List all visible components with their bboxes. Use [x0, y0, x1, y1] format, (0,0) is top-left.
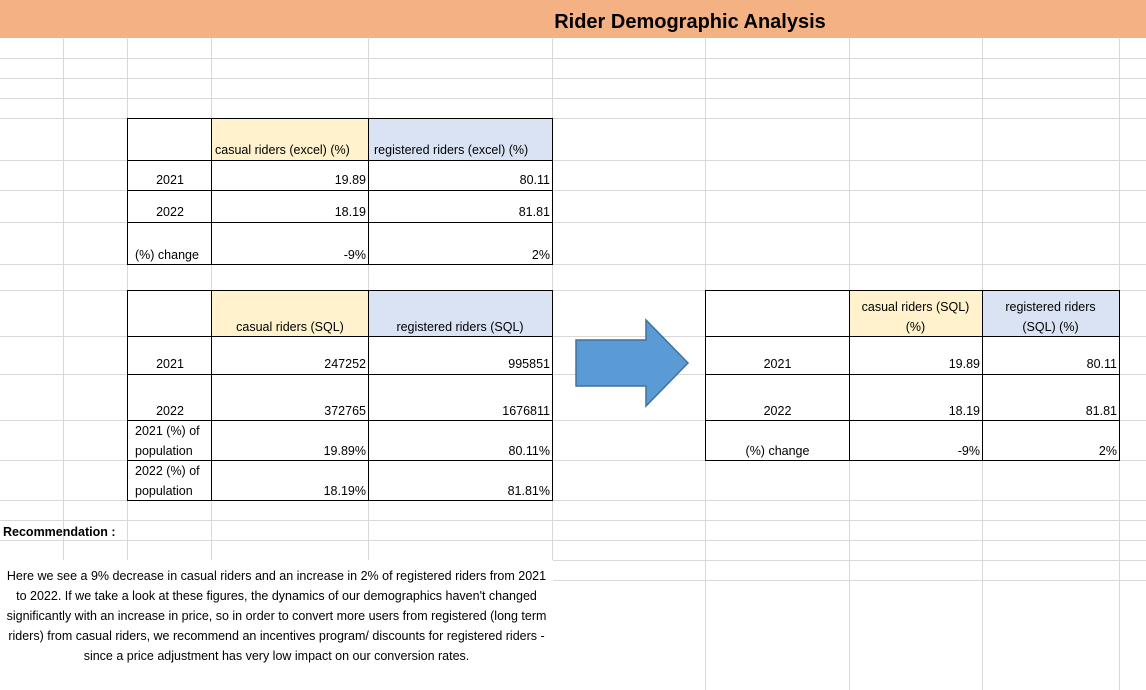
grid-row-line — [0, 222, 1146, 223]
sql-row-label: population — [135, 444, 193, 458]
table-border-line — [127, 118, 128, 265]
excel-casual-header: casual riders (excel) (%) — [215, 143, 350, 157]
recommendation-label: Recommendation : — [3, 525, 116, 539]
sql-row-label: population — [135, 484, 193, 498]
sqlpct-row-label: 2021 — [763, 357, 792, 371]
excel-casual-value: 19.89 — [334, 173, 366, 187]
table-border-line — [705, 290, 1120, 291]
grid-column-line — [63, 38, 64, 690]
sql-registered-value: 81.81% — [507, 484, 550, 498]
sqlpct-row-label: (%) change — [745, 444, 810, 458]
excel-casual-header-cell[interactable] — [212, 118, 368, 160]
table-border-line — [127, 374, 553, 375]
grid-row-line — [0, 460, 1146, 461]
table-border-line — [368, 290, 369, 501]
table-border-line — [552, 118, 553, 265]
excel-casual-value: 18.19 — [334, 205, 366, 219]
recommendation-text: Here we see a 9% decrease in casual ride… — [6, 569, 547, 663]
grid-row-line — [0, 500, 1146, 501]
table-border-line — [127, 190, 553, 191]
sql-casual-value: 19.89% — [323, 444, 366, 458]
table-border-line — [211, 290, 212, 501]
grid-row-line — [0, 160, 1146, 161]
sql-casual-value: 18.19% — [323, 484, 366, 498]
table-border-line — [127, 500, 553, 501]
sqlpct-registered-header: registered riders — [1005, 300, 1096, 314]
excel-registered-value: 2% — [531, 248, 550, 262]
sqlpct-registered-header-cell[interactable] — [982, 290, 1119, 336]
table-border-line — [849, 290, 850, 461]
page-title: Rider Demographic Analysis — [554, 11, 826, 33]
excel-row-label: 2021 — [156, 173, 184, 187]
grid-row-line — [0, 98, 1146, 99]
table-border-line — [127, 420, 553, 421]
sql-registered-value: 1676811 — [502, 404, 550, 418]
table-border-line — [705, 420, 1120, 421]
excel-registered-header-cell[interactable] — [368, 118, 552, 160]
title-banner: Rider Demographic Analysis — [0, 0, 1146, 38]
excel-registered-header: registered riders (excel) (%) — [374, 143, 529, 157]
table-border-line — [705, 336, 1120, 337]
excel-registered-value: 80.11 — [519, 173, 550, 187]
table-border-line — [211, 118, 212, 265]
sqlpct-casual-value: 19.89 — [948, 357, 980, 371]
sql-row-label: 2022 — [156, 404, 184, 418]
sql-registered-value: 995851 — [508, 357, 550, 371]
grid-row-line — [0, 264, 1146, 265]
grid-row-line — [0, 78, 1146, 79]
sqlpct-casual-header: casual riders (SQL) — [861, 300, 970, 314]
recommendation-merged-cell[interactable] — [0, 560, 553, 690]
sql-casual-header-cell[interactable] — [212, 290, 368, 336]
table-border-line — [1119, 290, 1120, 461]
excel-row-label: 2022 — [156, 205, 184, 219]
sql-casual-header: casual riders (SQL) — [236, 320, 344, 334]
table-border-line — [705, 290, 706, 461]
excel-registered-value: 81.81 — [518, 205, 550, 219]
table-border-line — [705, 460, 1120, 461]
table-border-line — [127, 336, 553, 337]
grid-row-line — [0, 560, 1146, 561]
grid-row-line — [0, 190, 1146, 191]
sql-registered-value: 80.11% — [508, 444, 550, 458]
sqlpct-registered-value: 81.81 — [1085, 404, 1117, 418]
table-border-line — [127, 290, 128, 501]
sqlpct-registered-value: 2% — [1098, 444, 1117, 458]
sql-registered-header-cell[interactable] — [368, 290, 552, 336]
table-border-line — [982, 290, 983, 461]
sqlpct-registered-header: (SQL) (%) — [1022, 320, 1079, 334]
excel-casual-value: -9% — [343, 248, 366, 262]
sqlpct-casual-value: -9% — [957, 444, 980, 458]
sql-casual-value: 247252 — [324, 357, 366, 371]
table-border-line — [552, 290, 553, 501]
table-border-line — [127, 460, 553, 461]
grid-row-line — [0, 374, 1146, 375]
excel-row-label: (%) change — [135, 248, 199, 262]
sql-row-label: 2021 — [156, 357, 184, 371]
table-border-line — [127, 118, 553, 119]
right-arrow-icon — [575, 318, 690, 408]
sql-registered-header: registered riders (SQL) — [396, 320, 524, 334]
grid-row-line — [0, 540, 1146, 541]
table-border-line — [127, 160, 553, 161]
table-border-line — [705, 374, 1120, 375]
grid-row-line — [0, 58, 1146, 59]
grid-row-line — [0, 336, 1146, 337]
sqlpct-row-label: 2022 — [763, 404, 792, 418]
grid-row-line — [0, 290, 1146, 291]
grid-row-line — [0, 580, 1146, 581]
grid-row-line — [0, 118, 1146, 119]
table-border-line — [368, 118, 369, 265]
grid-row-line — [0, 520, 1146, 521]
table-border-line — [127, 222, 553, 223]
table-border-line — [127, 264, 553, 265]
sql-row-label: 2022 (%) of — [135, 464, 200, 478]
sqlpct-casual-value: 18.19 — [948, 404, 980, 418]
sql-casual-value: 372765 — [324, 404, 366, 418]
sql-row-label: 2021 (%) of — [135, 424, 200, 438]
grid-row-line — [0, 420, 1146, 421]
table-border-line — [127, 290, 553, 291]
sqlpct-casual-header-cell[interactable] — [849, 290, 982, 336]
sqlpct-registered-value: 80.11 — [1086, 357, 1117, 371]
sqlpct-casual-header: (%) — [905, 320, 926, 334]
